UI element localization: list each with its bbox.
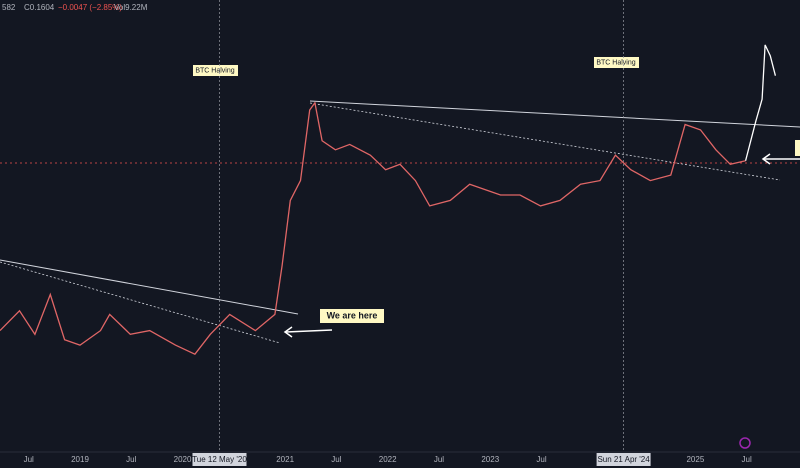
arrow-head	[283, 326, 293, 338]
ohlc-change: −0.0047 (−2.85%)	[58, 3, 122, 12]
annotation: We are here	[327, 310, 378, 320]
logo	[739, 437, 751, 449]
ohlc-fragment: 582	[2, 3, 16, 12]
ohlc-close: C0.1604	[24, 3, 55, 12]
x-tick-label: 2020	[174, 455, 192, 464]
annotation-box	[594, 57, 639, 68]
ohlc-volume: Vol9.22M	[114, 3, 148, 12]
trendline	[309, 100, 800, 128]
x-tick-label: Jul	[536, 455, 546, 464]
arrow	[285, 329, 333, 333]
price-line-series	[0, 101, 746, 356]
x-tick-label: Sun 21 Apr '24	[597, 455, 650, 464]
x-tick-label: 2021	[276, 455, 294, 464]
plot: Jul 2019 Jul 2020 Tue 12 May '20 2021 Jul 2022 J…	[0, 0, 777, 466]
x-tick-label: Tue 12 May '20	[192, 455, 247, 464]
x-tick-label: 2023	[481, 455, 499, 464]
arrow-head	[761, 153, 771, 165]
x-tick-label: Jul	[126, 455, 136, 464]
trendline	[0, 261, 281, 344]
x-tick-label: 2025	[686, 455, 704, 464]
trendline	[309, 102, 781, 181]
x-tick-label: Jul	[434, 455, 444, 464]
x-tick-label: Jul	[742, 455, 752, 464]
annotation: BTC Halving	[195, 67, 234, 74]
x-tick-label: Jul	[331, 455, 341, 464]
annotation-box	[320, 309, 384, 323]
x-tick-label: Jul	[24, 455, 34, 464]
note-box-cut	[795, 140, 800, 156]
annotation: BTC Halving	[596, 59, 635, 66]
x-tick-label: 2019	[71, 455, 89, 464]
trendline	[0, 259, 299, 315]
tick-highlight	[596, 453, 651, 466]
x-tick-label: 2022	[379, 455, 397, 464]
annotation-box	[193, 65, 238, 76]
tick-highlight	[192, 453, 247, 466]
projection-line	[744, 44, 777, 161]
